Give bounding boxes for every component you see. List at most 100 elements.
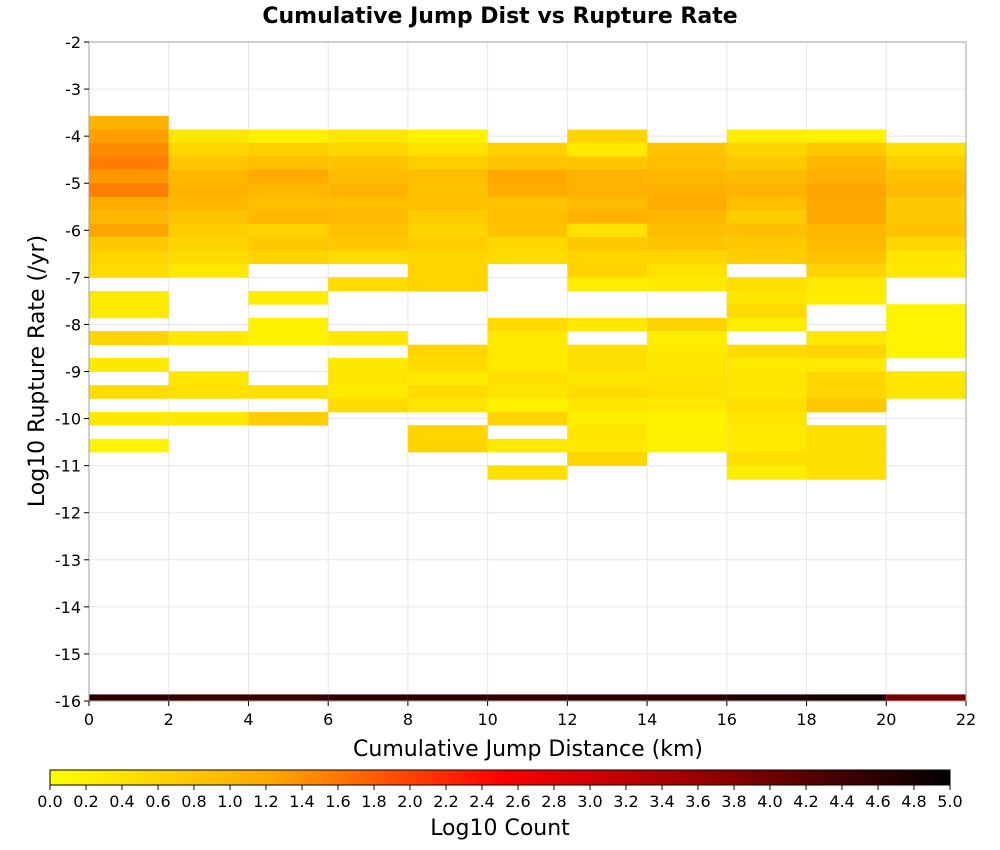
heatmap-cell xyxy=(487,236,568,251)
heatmap-cell xyxy=(89,357,169,372)
colorbar-tick-label: 4.4 xyxy=(829,792,854,811)
y-tick-label: -3 xyxy=(65,80,81,99)
x-tick-label: 0 xyxy=(84,710,94,729)
heatmap-cell xyxy=(647,331,727,346)
colorbar-tick-label: 0.0 xyxy=(37,792,62,811)
y-tick-label: -13 xyxy=(55,551,81,570)
heatmap-cell xyxy=(886,331,966,346)
heatmap-cell xyxy=(567,385,648,399)
heatmap-cell xyxy=(806,223,887,238)
heatmap-cell xyxy=(567,398,648,413)
heatmap-cell xyxy=(407,183,488,198)
heatmap-cell xyxy=(168,142,249,157)
heatmap-cell xyxy=(567,236,648,251)
heatmap-cell xyxy=(89,183,169,198)
heatmap-cell xyxy=(168,371,249,386)
heatmap-cell xyxy=(168,385,249,399)
heatmap-cell xyxy=(567,196,648,211)
heatmap-cell xyxy=(647,344,727,359)
heatmap-cell xyxy=(248,250,329,265)
heatmap-cell xyxy=(886,142,966,157)
y-tick-label: -11 xyxy=(55,457,81,476)
heatmap-cell xyxy=(647,210,727,225)
heatmap-cell xyxy=(487,142,568,157)
heatmap-cell xyxy=(567,371,648,386)
heatmap-cell xyxy=(407,236,488,251)
y-tick-label: -10 xyxy=(55,410,81,429)
colorbar-tick-label: 1.4 xyxy=(289,792,314,811)
x-tick-label: 4 xyxy=(243,710,253,729)
heatmap-cell xyxy=(89,438,169,453)
heatmap-cell xyxy=(487,196,568,211)
heatmap-cell xyxy=(89,129,169,144)
heatmap-cell xyxy=(726,357,807,372)
heatmap-cell xyxy=(168,210,249,225)
heatmap-cell xyxy=(647,277,727,292)
heatmap-cell xyxy=(89,291,169,305)
x-tick-label: 18 xyxy=(796,710,816,729)
heatmap-cell xyxy=(407,277,488,292)
colorbar-label: Log10 Count xyxy=(430,816,570,841)
heatmap-cell xyxy=(328,371,408,386)
heatmap-cell xyxy=(487,183,568,198)
heatmap-cell xyxy=(806,344,887,359)
colorbar-tick-label: 0.2 xyxy=(73,792,98,811)
y-tick-label: -16 xyxy=(55,692,81,711)
colorbar-tick-label: 3.8 xyxy=(721,792,746,811)
heatmap-cell xyxy=(726,694,807,702)
colorbar-tick-label: 0.4 xyxy=(109,792,134,811)
colorbar-tick-label: 1.6 xyxy=(325,792,350,811)
heatmap-cell xyxy=(89,263,169,278)
heatmap-cell xyxy=(567,344,648,359)
heatmap-cell xyxy=(647,263,727,278)
heatmap-cell xyxy=(407,196,488,211)
heatmap-cell xyxy=(647,169,727,184)
heatmap-cell xyxy=(567,451,648,467)
colorbar-tick-label: 4.6 xyxy=(865,792,890,811)
heatmap-cell xyxy=(487,438,568,453)
heatmap-cell xyxy=(328,156,408,170)
heatmap-cell xyxy=(89,411,169,426)
heatmap-cell xyxy=(248,291,329,305)
heatmap-cell xyxy=(806,331,887,346)
heatmap-cell xyxy=(89,385,169,399)
heatmap-cell xyxy=(886,196,966,211)
heatmap-cell xyxy=(168,196,249,211)
y-tick-label: -6 xyxy=(65,221,81,240)
heatmap-cell xyxy=(886,156,966,170)
colorbar-tick-label: 4.8 xyxy=(901,792,926,811)
heatmap-cell xyxy=(168,169,249,184)
chart-title: Cumulative Jump Dist vs Rupture Rate xyxy=(262,4,737,29)
heatmap-cell xyxy=(328,169,408,184)
x-axis-ticks: 0 2 4 6 8 10 12 14 16 18 20 22 xyxy=(84,701,976,729)
heatmap-cell xyxy=(248,236,329,251)
heatmap-cell xyxy=(168,223,249,238)
heatmap-cell xyxy=(168,129,249,144)
y-tick-label: -12 xyxy=(55,504,81,523)
heatmap-cell xyxy=(407,398,488,413)
heatmap-cell xyxy=(407,263,488,278)
heatmap-cell xyxy=(328,357,408,372)
colorbar-tick-label: 2.2 xyxy=(433,792,458,811)
x-tick-label: 2 xyxy=(164,710,174,729)
heatmap-cell xyxy=(567,263,648,278)
heatmap-cell xyxy=(726,196,807,211)
heatmap-cell xyxy=(89,250,169,265)
heatmap-cell xyxy=(168,694,249,702)
heatmap-cell xyxy=(726,277,807,292)
heatmap-cell xyxy=(567,156,648,170)
colorbar-tick-label: 1.8 xyxy=(361,792,386,811)
heatmap-cell xyxy=(726,344,807,359)
heatmap-cell xyxy=(248,210,329,225)
colorbar xyxy=(49,769,951,786)
colorbar-tick-label: 2.6 xyxy=(505,792,530,811)
heatmap-cell xyxy=(567,210,648,225)
heatmap-cell xyxy=(407,357,488,372)
heatmap-cell xyxy=(487,317,568,332)
heatmap-cell xyxy=(726,398,807,413)
heatmap-cell xyxy=(806,183,887,198)
heatmap-cell xyxy=(886,169,966,184)
x-tick-label: 10 xyxy=(477,710,497,729)
heatmap-cell xyxy=(328,236,408,251)
heatmap-cell xyxy=(407,438,488,453)
